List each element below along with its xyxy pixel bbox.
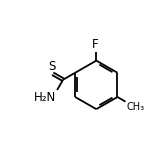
Text: CH₃: CH₃ [126,102,144,112]
Text: H₂N: H₂N [34,91,56,104]
Text: F: F [92,38,99,51]
Text: S: S [48,60,56,73]
